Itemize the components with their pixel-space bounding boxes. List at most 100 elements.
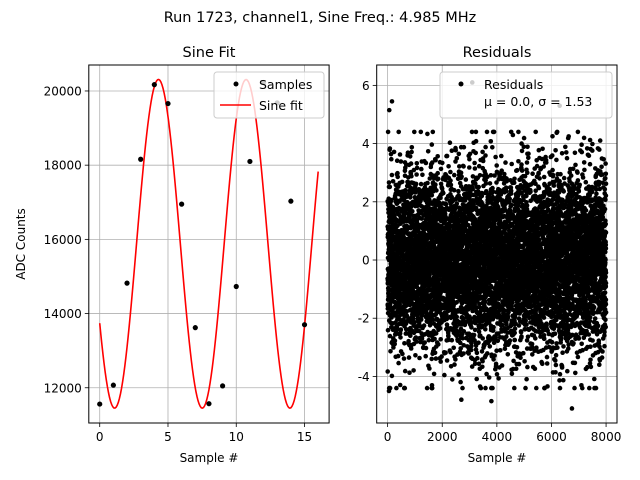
residual-point bbox=[467, 165, 472, 170]
residual-point bbox=[425, 180, 430, 186]
residual-point bbox=[420, 172, 425, 178]
sample-point bbox=[288, 198, 294, 204]
residual-point bbox=[389, 172, 395, 178]
sine-fit-title: Sine Fit bbox=[183, 45, 236, 61]
residual-point bbox=[473, 138, 479, 144]
residual-point bbox=[440, 160, 445, 166]
residual-point bbox=[460, 385, 465, 391]
residual-point bbox=[429, 160, 435, 165]
sine-fit-xlabel: Sample # bbox=[180, 451, 239, 465]
residual-point bbox=[433, 356, 439, 361]
residual-point bbox=[392, 213, 397, 218]
residual-point bbox=[456, 151, 462, 157]
residual-point bbox=[389, 156, 394, 162]
residual-point bbox=[496, 376, 501, 381]
residual-point bbox=[423, 353, 429, 359]
legend-samples-label: Samples bbox=[259, 77, 312, 92]
residual-point bbox=[429, 356, 435, 362]
residual-point bbox=[441, 190, 446, 196]
residual-point bbox=[450, 377, 455, 382]
residual-point bbox=[391, 345, 396, 350]
residual-point bbox=[435, 176, 441, 182]
residual-point bbox=[512, 326, 518, 332]
residual-point bbox=[390, 179, 396, 184]
residual-point bbox=[454, 156, 460, 161]
residuals-marks bbox=[385, 80, 609, 411]
sample-point bbox=[165, 100, 171, 107]
residual-point bbox=[443, 350, 448, 356]
residual-point bbox=[449, 337, 455, 343]
legend-samples-marker bbox=[233, 81, 239, 87]
residual-point bbox=[402, 368, 408, 374]
residual-point bbox=[429, 385, 435, 391]
residual-point bbox=[458, 170, 464, 175]
residual-point bbox=[509, 371, 515, 377]
residual-point bbox=[414, 339, 420, 344]
residual-point bbox=[513, 366, 519, 372]
residual-point bbox=[483, 144, 488, 150]
residual-point bbox=[512, 337, 518, 343]
residual-point bbox=[417, 355, 422, 361]
residual-point bbox=[434, 188, 439, 193]
residual-point bbox=[453, 357, 458, 362]
residual-point bbox=[480, 358, 485, 364]
sample-point bbox=[151, 82, 157, 88]
residual-point bbox=[394, 385, 399, 391]
residual-point bbox=[439, 224, 444, 229]
sample-point bbox=[206, 401, 212, 407]
residual-point bbox=[472, 160, 477, 166]
residual-point bbox=[480, 364, 485, 370]
residual-point bbox=[486, 375, 492, 380]
residual-point bbox=[482, 299, 488, 305]
residual-point bbox=[387, 333, 393, 339]
residual-point bbox=[413, 181, 419, 187]
residual-point bbox=[512, 330, 517, 336]
residual-point bbox=[410, 209, 415, 214]
residual-point bbox=[399, 179, 405, 185]
sine-fit-curve bbox=[98, 78, 319, 410]
sine-fit-legend-box bbox=[213, 71, 325, 119]
residual-point bbox=[404, 309, 409, 315]
residual-point bbox=[503, 160, 508, 165]
residual-point bbox=[395, 170, 400, 176]
residual-point bbox=[438, 166, 444, 172]
residual-point bbox=[433, 331, 439, 336]
residual-point bbox=[423, 160, 429, 166]
residual-point bbox=[456, 372, 462, 377]
residual-point bbox=[442, 372, 447, 378]
residual-point bbox=[414, 172, 419, 177]
residual-point bbox=[426, 337, 432, 343]
residual-point bbox=[494, 372, 500, 377]
residual-point bbox=[438, 359, 444, 364]
sine-fit-marks bbox=[97, 78, 319, 410]
residual-point bbox=[413, 335, 419, 340]
residual-point bbox=[409, 149, 414, 155]
residual-point bbox=[461, 351, 466, 356]
residual-point bbox=[396, 360, 401, 366]
residual-point bbox=[422, 340, 428, 345]
residual-point bbox=[385, 369, 391, 374]
residual-point bbox=[504, 178, 510, 184]
residual-point bbox=[427, 272, 432, 278]
residual-point bbox=[439, 354, 444, 359]
residual-point bbox=[451, 345, 457, 351]
residual-point bbox=[430, 317, 436, 323]
residual-point bbox=[395, 353, 401, 359]
residual-point bbox=[402, 385, 408, 391]
residual-point bbox=[510, 132, 516, 138]
residual-point bbox=[478, 385, 484, 391]
residual-point bbox=[427, 176, 433, 181]
x-tick-label: 0 bbox=[96, 430, 104, 444]
residual-point bbox=[487, 344, 493, 349]
residual-point bbox=[413, 353, 418, 358]
residual-point bbox=[519, 162, 524, 167]
residual-point bbox=[493, 154, 498, 160]
residual-point bbox=[414, 165, 420, 171]
residual-point bbox=[480, 336, 486, 341]
sample-point bbox=[110, 382, 116, 388]
residual-point bbox=[469, 343, 474, 349]
sample-point bbox=[220, 383, 226, 389]
residual-point bbox=[430, 129, 436, 135]
